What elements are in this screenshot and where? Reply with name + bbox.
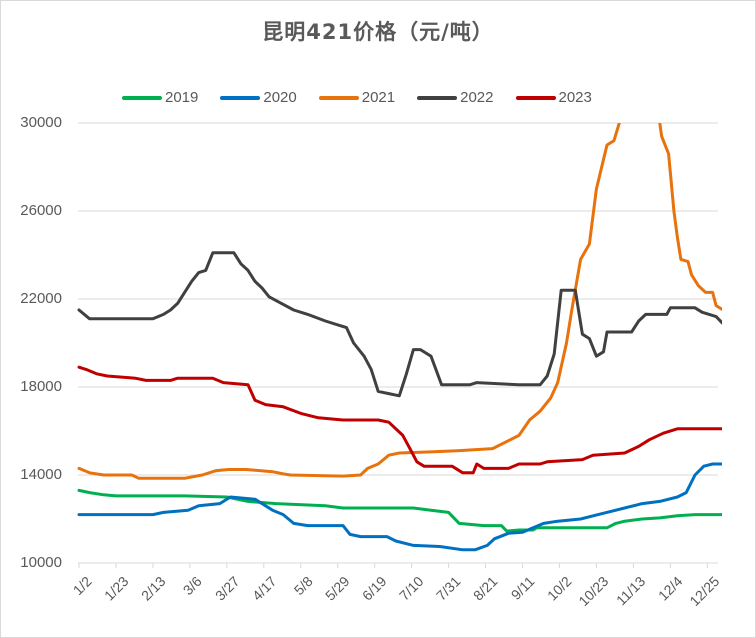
legend-label: 2019 [165, 89, 199, 106]
y-tick-label: 30000 [20, 114, 62, 131]
legend-item-2020: 2020 [220, 89, 297, 106]
legend-swatch [122, 95, 162, 100]
y-tick-label: 18000 [20, 378, 62, 395]
legend-label: 2023 [558, 89, 592, 106]
y-tick-label: 22000 [20, 290, 62, 307]
legend-item-2023: 2023 [515, 89, 592, 106]
legend-swatch [417, 95, 458, 100]
series-line-2023 [77, 365, 722, 475]
legend-label: 2021 [361, 89, 396, 106]
series-line-2020 [77, 462, 722, 552]
chart-title: 昆明421价格（元/吨） [262, 20, 494, 44]
chart-legend: 2019 2020 2021 2022 2023 [122, 89, 614, 106]
legend-item-2019: 2019 [122, 89, 198, 106]
series-line-2022 [77, 251, 722, 398]
legend-swatch [318, 95, 359, 100]
y-tick-label: 10000 [20, 554, 62, 571]
series-line-2019 [77, 488, 722, 533]
series-line-2021_tail [658, 123, 722, 312]
legend-swatch [515, 95, 556, 100]
y-tick-label: 26000 [20, 202, 62, 219]
legend-label: 2020 [263, 89, 297, 106]
legend-item-2021: 2021 [318, 89, 396, 106]
y-tick-label: 14000 [20, 466, 62, 483]
series-line-2021 [77, 123, 621, 480]
legend-item-2022: 2022 [417, 89, 494, 106]
legend-swatch [220, 95, 261, 100]
legend-label: 2022 [460, 89, 494, 106]
